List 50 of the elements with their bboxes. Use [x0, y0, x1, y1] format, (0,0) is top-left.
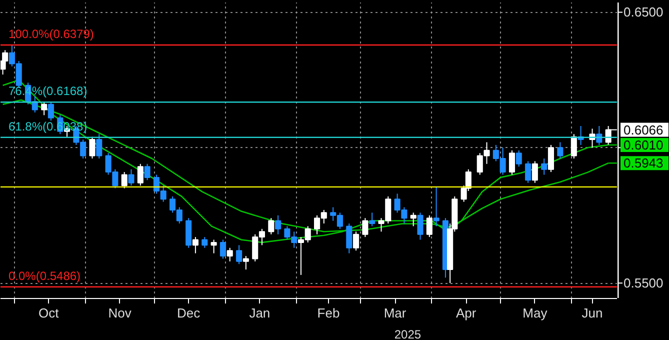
- candlestick: [128, 168, 134, 186]
- candlestick: [541, 158, 548, 176]
- candlestick: [508, 150, 516, 176]
- ref-line-label: 100.0%(0.6379): [8, 27, 94, 42]
- x-tick-label: Jun: [582, 306, 603, 320]
- candlestick: [362, 218, 368, 238]
- candlestick: [121, 172, 128, 189]
- y-tick-label: 0.5500: [624, 276, 664, 291]
- candlestick: [242, 255, 249, 270]
- candlestick: [268, 218, 274, 235]
- candlestick: [557, 142, 564, 159]
- x-tick-label: Feb: [317, 306, 340, 320]
- text: 2025: [394, 328, 422, 340]
- x-tick-label: Oct: [38, 306, 60, 320]
- candlestick: [48, 101, 54, 122]
- candlestick: [236, 244, 242, 265]
- candlestick: [426, 214, 432, 238]
- candlestick: [96, 134, 102, 159]
- candlestick: [525, 160, 532, 184]
- y-tick-label: 0.6500: [624, 4, 664, 20]
- candlestick: [275, 214, 282, 235]
- x-tick-label: Nov: [108, 306, 132, 320]
- candlestick: [548, 144, 554, 173]
- candlestick: [210, 239, 217, 254]
- x-tick-label: Dec: [177, 306, 201, 320]
- candlestick: [433, 186, 440, 227]
- candlestick: [417, 212, 424, 240]
- candlestick: [410, 212, 416, 227]
- candlestick: [516, 150, 522, 168]
- x-tick-label: Jan: [249, 306, 270, 320]
- candlestick: [202, 236, 208, 248]
- annotation: 0.6066: [624, 122, 664, 138]
- candlestick: [226, 247, 233, 262]
- annotation: 0.6010: [624, 137, 664, 152]
- x-tick-label: Apr: [456, 306, 477, 320]
- candlestick: [532, 160, 538, 184]
- candlestick: [89, 136, 96, 159]
- candlestick: [352, 231, 360, 252]
- candlestick: [137, 163, 144, 186]
- candlestick: [220, 239, 226, 260]
- candlestick: [144, 163, 150, 181]
- x-tick-label: Mar: [384, 306, 407, 320]
- x-tick-label: May: [522, 306, 548, 320]
- candlestick: [570, 134, 577, 159]
- ref-line-label: 0.0%(0.5486): [8, 268, 81, 283]
- candlestick: [369, 212, 376, 227]
- candlestick: [192, 236, 198, 254]
- candlestick: [41, 101, 48, 116]
- annotation: 0.5943: [624, 156, 664, 171]
- candlestick: [346, 222, 352, 254]
